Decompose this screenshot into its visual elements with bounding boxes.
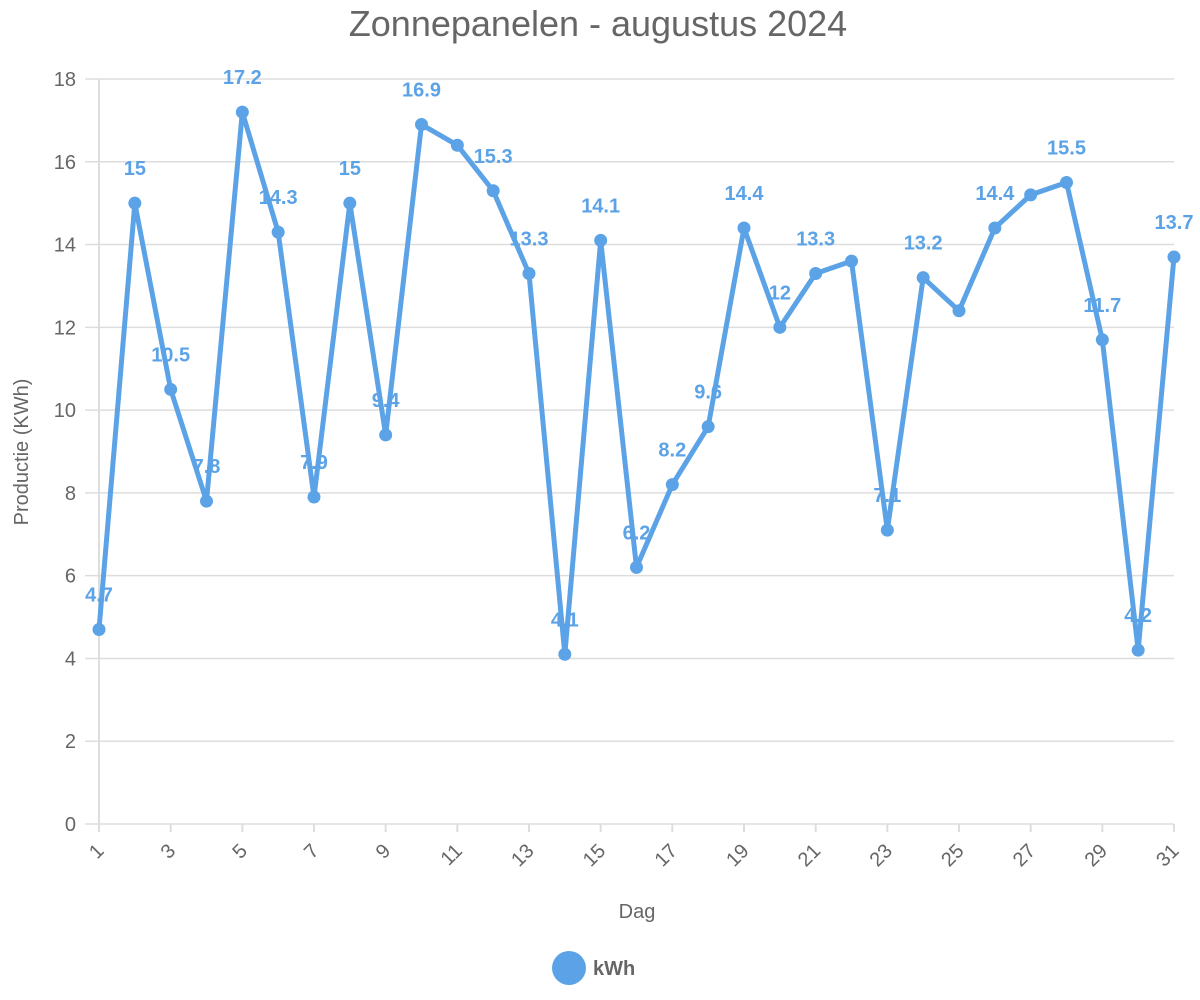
data-point[interactable] — [916, 271, 930, 285]
data-point[interactable] — [737, 221, 751, 235]
legend[interactable]: kWh — [552, 951, 635, 985]
data-point[interactable] — [450, 138, 464, 152]
y-tick-label: 16 — [54, 152, 76, 174]
data-label: 14.1 — [581, 195, 620, 217]
series-kwh — [92, 105, 1181, 661]
data-point[interactable] — [343, 196, 357, 210]
x-tick-label: 7 — [300, 840, 323, 863]
x-axis-title: Dag — [619, 901, 656, 923]
x-tick-label: 25 — [937, 840, 968, 871]
data-label: 13.3 — [796, 229, 835, 251]
x-tick-label: 29 — [1081, 840, 1112, 871]
data-point[interactable] — [988, 221, 1002, 235]
data-point[interactable] — [558, 647, 572, 661]
data-point[interactable] — [92, 622, 106, 636]
y-tick-label: 10 — [54, 400, 76, 422]
data-point[interactable] — [522, 267, 536, 281]
data-label: 16.9 — [402, 80, 441, 102]
data-point[interactable] — [235, 105, 249, 119]
x-tick-label: 27 — [1009, 840, 1040, 871]
data-point[interactable] — [164, 382, 178, 396]
data-point[interactable] — [379, 428, 393, 442]
data-label: 13.3 — [510, 229, 549, 251]
data-label: 13.2 — [904, 233, 943, 255]
data-label: 8.2 — [658, 440, 686, 462]
data-point[interactable] — [594, 233, 608, 247]
x-tick-label: 21 — [794, 840, 825, 871]
x-tick-label: 23 — [866, 840, 897, 871]
data-label: 7.1 — [873, 485, 901, 507]
y-tick-label: 6 — [65, 566, 76, 588]
data-point[interactable] — [200, 494, 213, 508]
data-label: 15.3 — [474, 146, 513, 168]
data-labels: 4.7 15 10.5 7.8 17.2 14.3 7.9 15 9.4 16.9 15.3 13.3… — [85, 67, 1193, 631]
data-point[interactable] — [415, 118, 428, 132]
y-tick-label: 14 — [54, 235, 76, 257]
data-label: 15.5 — [1047, 137, 1086, 159]
data-label: 11.7 — [1083, 295, 1121, 317]
data-point[interactable] — [1167, 250, 1181, 264]
data-point[interactable] — [845, 254, 858, 268]
legend-label-kwh: kWh — [593, 958, 635, 980]
x-tick-label: 19 — [722, 840, 753, 871]
data-label: 14.4 — [975, 183, 1015, 205]
y-tick-label: 12 — [54, 317, 76, 339]
y-tick-label: 8 — [65, 483, 76, 505]
x-tick-label: 1 — [85, 840, 108, 863]
data-label: 10.5 — [151, 344, 190, 366]
data-point[interactable] — [307, 490, 321, 504]
data-point[interactable] — [809, 267, 823, 281]
x-tick-label: 17 — [651, 840, 682, 871]
data-label: 14.3 — [259, 187, 298, 209]
data-point[interactable] — [1060, 175, 1073, 189]
data-label: 12 — [769, 282, 791, 304]
data-label: 9.4 — [372, 390, 401, 412]
data-point[interactable] — [1024, 188, 1038, 202]
data-point[interactable] — [665, 478, 679, 492]
x-tick-label: 13 — [507, 840, 538, 871]
data-label: 9.6 — [694, 382, 722, 404]
data-label: 4.7 — [85, 584, 113, 606]
data-point[interactable] — [952, 304, 966, 318]
x-tick-label: 15 — [579, 840, 610, 871]
data-point[interactable] — [486, 184, 500, 198]
data-point[interactable] — [1095, 333, 1109, 347]
data-label: 6.2 — [623, 522, 651, 544]
data-label: 17.2 — [223, 67, 262, 89]
data-point[interactable] — [880, 523, 894, 537]
y-axis-title: Productie (KWh) — [11, 379, 33, 526]
data-label: 15 — [339, 158, 361, 180]
data-label: 4.2 — [1124, 605, 1152, 627]
data-point[interactable] — [773, 320, 787, 334]
x-tick-label: 31 — [1152, 840, 1183, 871]
data-label: 4.1 — [551, 609, 579, 631]
data-point[interactable] — [1131, 643, 1145, 657]
x-tick-label: 9 — [372, 840, 395, 863]
data-point[interactable] — [630, 560, 643, 574]
data-point[interactable] — [128, 196, 142, 210]
x-tick-label: 11 — [437, 840, 467, 870]
chart-title: Zonnepanelen - augustus 2024 — [349, 3, 847, 44]
data-label: 15 — [124, 158, 146, 180]
data-label: 13.7 — [1155, 212, 1194, 234]
data-label: 7.9 — [300, 452, 328, 474]
y-tick-label: 18 — [54, 69, 76, 91]
y-tick-label: 4 — [65, 648, 76, 670]
data-point[interactable] — [271, 225, 285, 239]
x-tick-label: 5 — [228, 840, 251, 863]
x-tick-label: 3 — [157, 840, 180, 863]
legend-marker-kwh — [552, 951, 586, 985]
data-label: 14.4 — [725, 183, 765, 205]
data-label: 7.8 — [193, 456, 221, 478]
y-tick-label: 0 — [65, 814, 76, 836]
y-tick-label: 2 — [65, 731, 76, 753]
data-point[interactable] — [701, 420, 715, 434]
